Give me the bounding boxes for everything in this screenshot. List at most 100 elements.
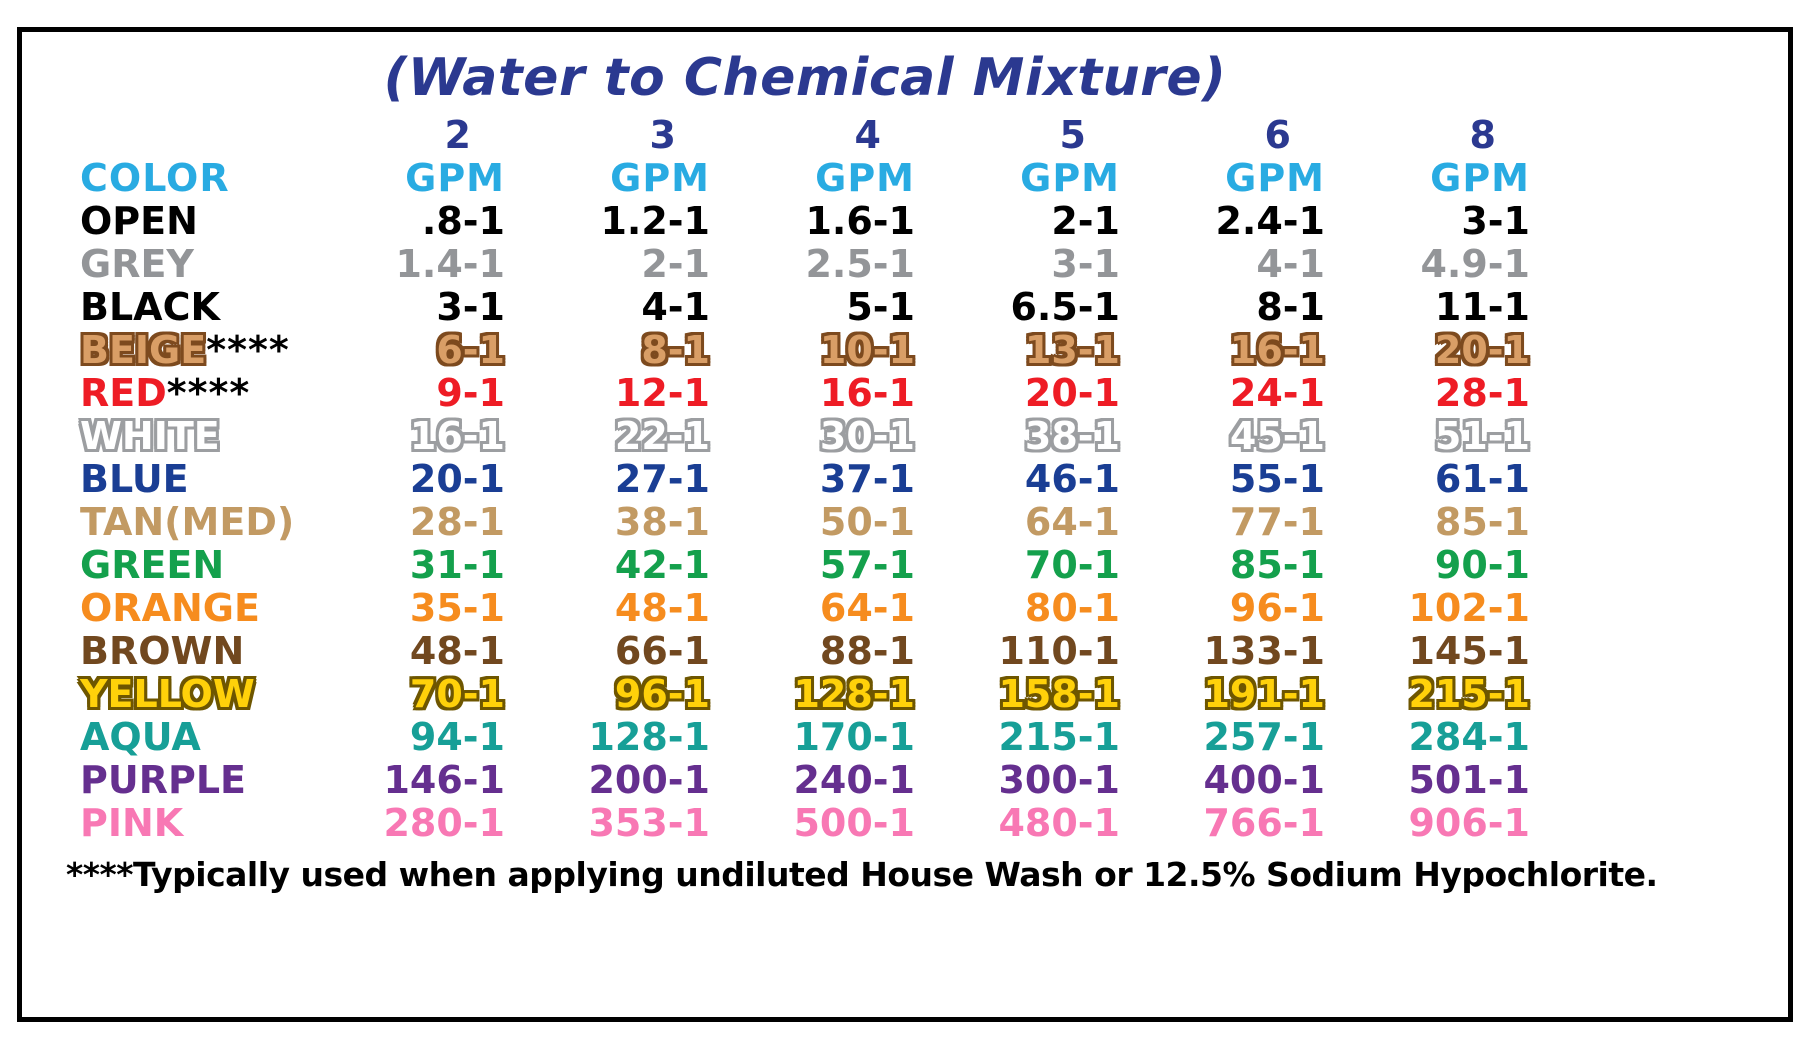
ratio-value: 128-1 [588, 715, 710, 759]
ratio-value: 500-1 [793, 801, 915, 845]
ratio-value: 38-1 [614, 500, 710, 544]
color-name-cell: YELLOW [80, 673, 300, 716]
ratio-value: 1.2-1 [600, 199, 710, 243]
color-name-cell: TAN(MED) [80, 501, 300, 544]
ratio-value: 20-1 [1024, 371, 1120, 415]
color-name-cell: GREEN [80, 544, 300, 587]
ratio-value: 3-1 [1051, 242, 1120, 286]
table-row-beige: BEIGE**** 6-1 8-1 10-1 13-1 16-1 20-1 [80, 329, 1530, 372]
ratio-value: 77-1 [1229, 500, 1325, 544]
color-label: BLUE [80, 457, 189, 501]
ratio-value: 50-1 [819, 500, 915, 544]
ratio-value: 284-1 [1408, 715, 1530, 759]
color-name-cell: PINK [80, 802, 300, 845]
color-name-cell: BROWN [80, 630, 300, 673]
ratio-value: 4.9-1 [1420, 242, 1530, 286]
color-name-cell: PURPLE [80, 759, 300, 802]
ratio-value: 48-1 [614, 586, 710, 630]
ratio-value: 96-1 [614, 672, 710, 716]
ratio-value: 906-1 [1408, 801, 1530, 845]
ratio-value: 215-1 [998, 715, 1120, 759]
ratio-value: 280-1 [383, 801, 505, 845]
ratio-value: 16-1 [1229, 328, 1325, 372]
ratio-value: 240-1 [793, 758, 915, 802]
ratio-value: 145-1 [1408, 629, 1530, 673]
ratio-value: 1.4-1 [395, 242, 505, 286]
ratio-value: 158-1 [998, 672, 1120, 716]
ratio-value: 4-1 [1256, 242, 1325, 286]
footnote: ****Typically used when applying undilut… [66, 855, 1658, 894]
color-label: TAN(MED) [80, 500, 295, 544]
ratio-value: 191-1 [1203, 672, 1325, 716]
ratio-value: 16-1 [409, 414, 505, 458]
color-name-cell: RED**** [80, 372, 300, 415]
color-name-cell: OPEN [80, 200, 300, 243]
color-label: PINK [80, 801, 184, 845]
ratio-value: 51-1 [1434, 414, 1530, 458]
ratio-value: 12-1 [614, 371, 710, 415]
color-label: AQUA [80, 715, 201, 759]
ratio-value: 146-1 [383, 758, 505, 802]
color-name-cell: GREY [80, 243, 300, 286]
gpm-unit-row: COLOR GPM GPM GPM GPM GPM GPM [80, 157, 1530, 200]
ratio-value: 5-1 [846, 285, 915, 329]
table-row-white: WHITE 16-1 22-1 30-1 38-1 45-1 51-1 [80, 415, 1530, 458]
ratio-value: 2.5-1 [805, 242, 915, 286]
gpm-unit-header: GPM [1225, 156, 1325, 200]
ratio-value: 2-1 [641, 242, 710, 286]
ratio-value: 94-1 [409, 715, 505, 759]
footnote-asterisks: **** [166, 371, 251, 415]
ratio-value: 16-1 [819, 371, 915, 415]
chart-title: (Water to Chemical Mixture) [383, 48, 1227, 108]
color-label: RED [80, 371, 167, 415]
footnote-asterisks: **** [206, 328, 290, 372]
ratio-value: 35-1 [409, 586, 505, 630]
table-row-red: RED**** 9-1 12-1 16-1 20-1 24-1 28-1 [80, 372, 1530, 415]
table-row-tan-med-: TAN(MED) 28-1 38-1 50-1 64-1 77-1 85-1 [80, 501, 1530, 544]
gpm-number-row: 2 3 4 5 6 8 [80, 114, 1530, 157]
ratio-value: 70-1 [1024, 543, 1120, 587]
ratio-value: 85-1 [1434, 500, 1530, 544]
ratio-value: 102-1 [1408, 586, 1530, 630]
table-row-grey: GREY 1.4-1 2-1 2.5-1 3-1 4-1 4.9-1 [80, 243, 1530, 286]
gpm-unit-header: GPM [1020, 156, 1120, 200]
ratio-value: 64-1 [1024, 500, 1120, 544]
mixture-table: 2 3 4 5 6 8 COLOR GPM GPM GPM GPM GPM GPM OPEN .8-1 1.2… [80, 114, 1530, 845]
table-row-blue: BLUE 20-1 27-1 37-1 46-1 55-1 61-1 [80, 458, 1530, 501]
table-row-open: OPEN .8-1 1.2-1 1.6-1 2-1 2.4-1 3-1 [80, 200, 1530, 243]
color-label: GREY [80, 242, 194, 286]
color-label: YELLOW [80, 672, 255, 716]
color-label: BLACK [80, 285, 220, 329]
ratio-value: 200-1 [588, 758, 710, 802]
ratio-value: 257-1 [1203, 715, 1325, 759]
ratio-value: 64-1 [819, 586, 915, 630]
color-label: GREEN [80, 543, 225, 587]
table-row-green: GREEN 31-1 42-1 57-1 70-1 85-1 90-1 [80, 544, 1530, 587]
color-name-cell: WHITE [80, 415, 300, 458]
ratio-value: 300-1 [998, 758, 1120, 802]
ratio-value: 28-1 [409, 500, 505, 544]
ratio-value: 133-1 [1203, 629, 1325, 673]
table-row-orange: ORANGE 35-1 48-1 64-1 80-1 96-1 102-1 [80, 587, 1530, 630]
color-label: WHITE [80, 414, 220, 458]
ratio-value: 85-1 [1229, 543, 1325, 587]
ratio-value: 48-1 [409, 629, 505, 673]
color-label: OPEN [80, 199, 198, 243]
ratio-value: 2.4-1 [1215, 199, 1325, 243]
ratio-value: 170-1 [793, 715, 915, 759]
ratio-value: 128-1 [793, 672, 915, 716]
ratio-value: 353-1 [588, 801, 710, 845]
ratio-value: 13-1 [1024, 328, 1120, 372]
gpm-number-header: 2 [444, 113, 471, 157]
gpm-number-header: 8 [1469, 113, 1496, 157]
gpm-number-header: 3 [649, 113, 676, 157]
ratio-value: 8-1 [1256, 285, 1325, 329]
ratio-value: 45-1 [1229, 414, 1325, 458]
chart-frame: (Water to Chemical Mixture) 2 3 4 5 6 8 COLOR G… [17, 27, 1793, 1022]
ratio-value: 20-1 [1434, 328, 1530, 372]
ratio-value: 90-1 [1434, 543, 1530, 587]
ratio-value: 96-1 [1229, 586, 1325, 630]
ratio-value: 27-1 [614, 457, 710, 501]
ratio-value: 70-1 [409, 672, 505, 716]
ratio-value: 38-1 [1024, 414, 1120, 458]
